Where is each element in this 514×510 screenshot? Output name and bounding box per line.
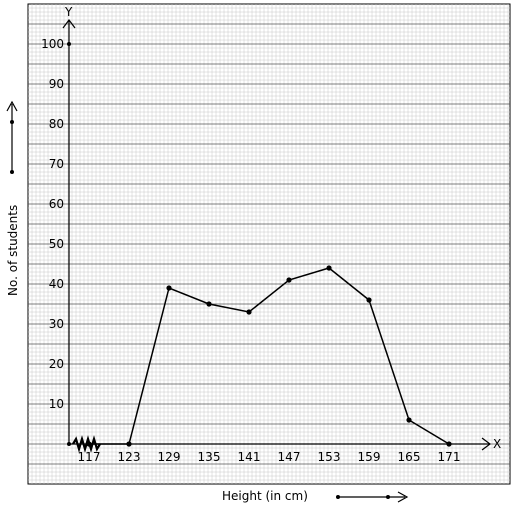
x-axis-title: Height (in cm) [222, 489, 308, 503]
y-tick-label: 60 [49, 197, 64, 211]
y-axis-title: No. of students [6, 205, 20, 296]
y-tick-label: 30 [49, 317, 64, 331]
y-tick-label: 10 [49, 397, 64, 411]
x-tick-label: 129 [158, 450, 181, 464]
y-tick-label: 100 [41, 37, 64, 51]
x-tick-label: 147 [278, 450, 301, 464]
x-direction-arrow-dot [386, 495, 390, 499]
x-direction-arrow-dot [336, 495, 340, 499]
y-axis-letter: Y [64, 5, 73, 19]
y-tick-label: 70 [49, 157, 64, 171]
x-axis-letter: X [493, 437, 501, 451]
data-point [406, 417, 412, 423]
data-point [166, 285, 172, 291]
data-point [246, 309, 252, 315]
x-tick-label: 171 [438, 450, 461, 464]
data-point [286, 277, 292, 283]
x-tick-label: 165 [398, 450, 421, 464]
tick-labels: 10 20 30 40 50 60 70 80 90 100 117 123 129 135 141 147 1… [41, 37, 460, 464]
x-tick-label: 117 [78, 450, 101, 464]
y-axis-arrowhead [62, 19, 76, 29]
data-point [326, 265, 332, 271]
x-tick-label: 123 [118, 450, 141, 464]
x-tick-label: 135 [198, 450, 221, 464]
x-axis-arrowhead [481, 437, 491, 451]
data-point [366, 297, 372, 303]
x-direction-arrow [336, 491, 409, 503]
y-direction-arrow-dot [10, 170, 14, 174]
y-max-point-marker [67, 42, 71, 46]
y-tick-label: 20 [49, 357, 64, 371]
x-tick-label: 141 [238, 450, 261, 464]
series-group [86, 265, 452, 447]
y-direction-arrow-dot [10, 120, 14, 124]
y-tick-label: 50 [49, 237, 64, 251]
x-direction-arrowhead [397, 491, 409, 503]
y-direction-arrowhead [6, 100, 18, 112]
frequency-polygon-line [89, 267, 450, 445]
y-tick-label: 90 [49, 77, 64, 91]
data-point [86, 441, 92, 447]
y-tick-label: 40 [49, 277, 64, 291]
y-direction-arrow [6, 100, 18, 174]
x-tick-label: 159 [358, 450, 381, 464]
data-point [206, 301, 212, 307]
data-point [126, 441, 132, 447]
data-point [446, 441, 452, 447]
graph-paper-grid [27, 3, 511, 485]
y-tick-label: 80 [49, 117, 64, 131]
origin-point-marker [67, 442, 71, 446]
x-tick-label: 153 [318, 450, 341, 464]
